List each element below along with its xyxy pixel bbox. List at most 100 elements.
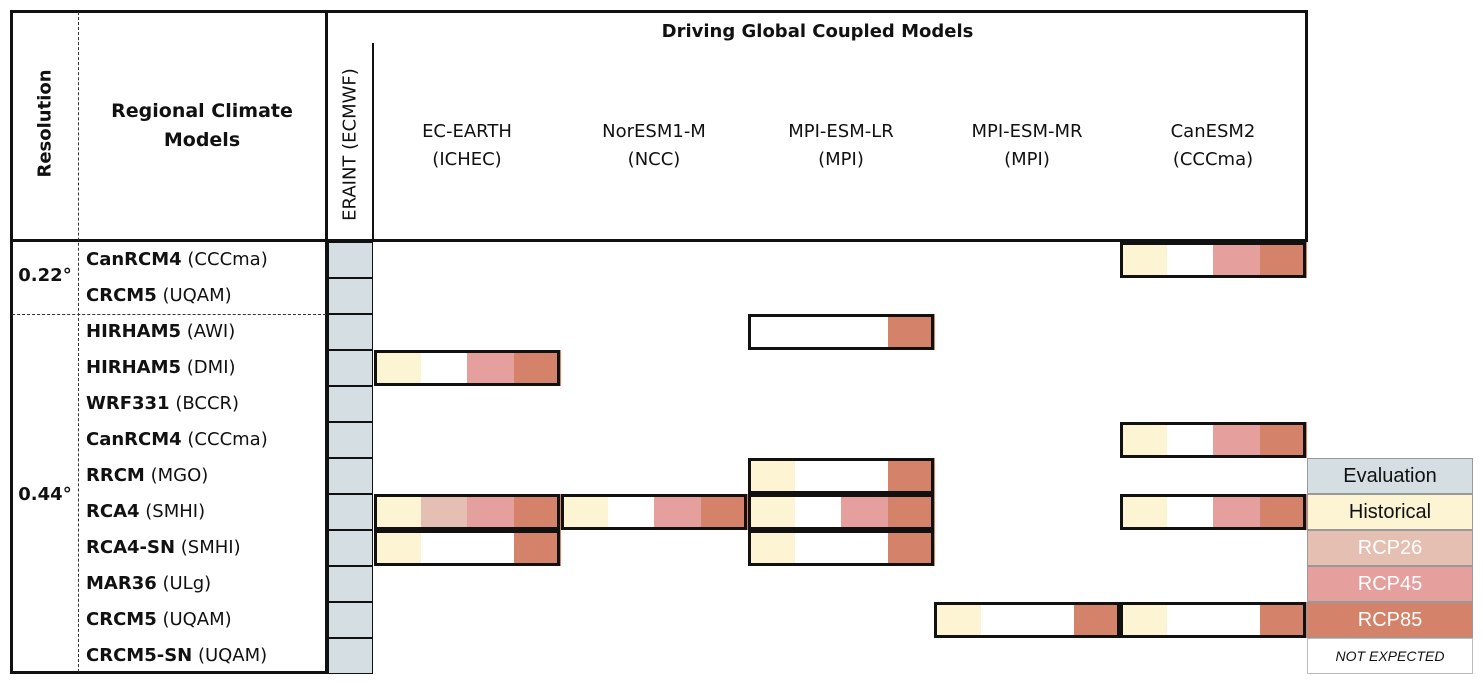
rcm-row-label: CRCM5 (UQAM): [86, 278, 232, 314]
gcm-header-canesm2: CanESM2 (CCCma): [1123, 118, 1303, 174]
legend-historical: Historical: [1307, 494, 1473, 530]
evaluation-cell: [328, 458, 373, 494]
eraint-header-right-border: [372, 43, 374, 241]
scenario-cell-none: [980, 602, 1028, 638]
scenario-cell-none: [607, 494, 655, 530]
gcm-header-mpi-esm-mr: MPI-ESM-MR (MPI): [937, 118, 1117, 174]
scenario-cell-historical: [748, 494, 795, 530]
rcm-name: CanRCM4: [86, 429, 182, 450]
scenario-cell-historical: [374, 494, 421, 530]
rcm-row-label: HIRHAM5 (AWI): [86, 314, 235, 350]
scenario-cell-none: [794, 314, 842, 350]
evaluation-cell: [328, 386, 373, 422]
scenario-cell-historical: [748, 530, 795, 566]
eraint-label: ERAINT (ECMWF): [339, 68, 361, 221]
scenario-cell-none: [794, 494, 842, 530]
scenario-cell-none: [841, 458, 888, 494]
evaluation-cell: [328, 494, 373, 530]
rcm-institute: (CCCma): [181, 429, 268, 450]
scenario-cell-rcp85: [513, 530, 561, 566]
rcm-name: RCA4-SN: [86, 537, 176, 558]
rcm-institute: (MGO): [144, 465, 209, 486]
rcm-name: CRCM5: [86, 285, 157, 306]
rcm-institute: (BCCR): [169, 393, 240, 414]
scenario-cell-rcp26: [420, 494, 468, 530]
evaluation-cell: [328, 314, 373, 350]
legend-evaluation: Evaluation: [1307, 458, 1473, 494]
resolution-dotted-divider: [78, 12, 79, 672]
scenario-cell-rcp85: [1073, 602, 1121, 638]
gcm-institute: (CCCma): [1172, 149, 1254, 170]
gcm-header-noresm1-m: NorESM1-M (NCC): [564, 118, 744, 174]
scenario-cell-rcp85: [1259, 494, 1307, 530]
rcm-row-label: CRCM5 (UQAM): [86, 602, 232, 638]
scenario-cell-historical: [374, 530, 421, 566]
gcm-institute: (NCC): [627, 149, 681, 170]
scenario-cell-historical: [934, 602, 981, 638]
rcm-institute: (UQAM): [156, 609, 232, 630]
header-right-border: [1305, 10, 1308, 242]
scenario-cell-none: [1166, 602, 1214, 638]
table-top-border: [10, 10, 1308, 13]
scenario-cell-historical: [1120, 422, 1167, 458]
scenario-cell-historical: [561, 494, 608, 530]
gcm-name: CanESM2: [1170, 121, 1256, 142]
rcm-institute: (UQAM): [192, 645, 268, 666]
rcm-institute: (DMI): [181, 357, 236, 378]
rcm-header: Regional Climate Models: [111, 100, 293, 151]
rcm-name: HIRHAM5: [86, 357, 182, 378]
gcm-header-mpi-esm-lr: MPI-ESM-LR (MPI): [751, 118, 931, 174]
gcm-institute: (MPI): [1004, 149, 1050, 170]
rcm-row-label: CanRCM4 (CCCma): [86, 422, 268, 458]
rcm-name: MAR36: [86, 573, 157, 594]
scenario-cell-rcp85: [513, 494, 561, 530]
scenario-cell-none: [1027, 602, 1074, 638]
evaluation-cell: [328, 278, 373, 314]
scenario-cell-none: [420, 350, 468, 386]
gcm-name: MPI-ESM-MR: [971, 121, 1083, 142]
scenario-cell-rcp45: [467, 494, 514, 530]
scenario-cell-none: [1213, 602, 1260, 638]
rcm-institute: (AWI): [181, 321, 236, 342]
gcm-institute: (MPI): [818, 149, 864, 170]
resolution-label: Resolution: [34, 69, 56, 178]
legend-rcp85: RCP85: [1307, 602, 1473, 638]
scenario-cell-rcp85: [700, 494, 748, 530]
evaluation-cell: [328, 242, 373, 278]
legend-not_expected: NOT EXPECTED: [1307, 638, 1473, 674]
header-bottom-border: [10, 239, 1308, 242]
table-left-border: [10, 10, 13, 674]
scenario-cell-rcp45: [1213, 422, 1260, 458]
scenario-cell-historical: [748, 458, 795, 494]
rcm-row-label: MAR36 (ULg): [86, 566, 211, 602]
evaluation-cell: [328, 530, 373, 566]
rcm-institute: (SMHI): [175, 537, 241, 558]
rcm-row-label: CRCM5-SN (UQAM): [86, 638, 267, 674]
scenario-cell-none: [794, 530, 842, 566]
scenario-cell-rcp45: [1213, 242, 1260, 278]
scenario-cell-rcp85: [887, 458, 935, 494]
evaluation-cell: [328, 566, 373, 602]
rcm-institute: (SMHI): [139, 501, 206, 522]
rcm-row-label: CanRCM4 (CCCma): [86, 242, 268, 278]
gcm-header-ec-earth: EC-EARTH (ICHEC): [377, 118, 557, 174]
gcm-name: NorESM1-M: [602, 121, 706, 142]
legend-rcp45: RCP45: [1307, 566, 1473, 602]
scenario-cell-rcp45: [1213, 494, 1260, 530]
rcm-row-label: RCA4-SN (SMHI): [86, 530, 241, 566]
evaluation-cell: [328, 350, 373, 386]
evaluation-cell: [328, 422, 373, 458]
rcm-name: WRF331: [86, 393, 170, 414]
scenario-cell-none: [841, 314, 888, 350]
rcm-row-label: HIRHAM5 (DMI): [86, 350, 236, 386]
scenario-cell-none: [1166, 242, 1214, 278]
rcm-institute: (UQAM): [156, 285, 232, 306]
scenario-cell-none: [794, 458, 842, 494]
table-bottom-border: [10, 671, 328, 674]
rcm-name: CanRCM4: [86, 249, 182, 270]
resolution-022-label: 0.22°: [18, 265, 72, 286]
gcm-name: EC-EARTH: [422, 121, 512, 142]
scenario-cell-none: [420, 530, 468, 566]
scenario-cell-historical: [1120, 602, 1167, 638]
gcm-header: Driving Global Coupled Models: [661, 21, 974, 42]
